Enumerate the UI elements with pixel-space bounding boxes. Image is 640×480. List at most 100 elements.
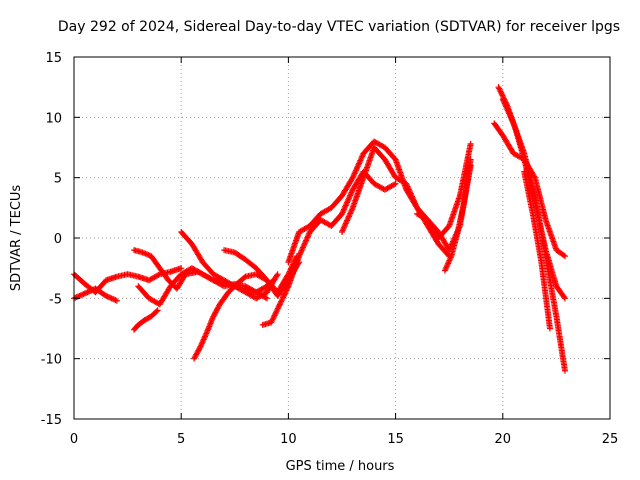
data-point xyxy=(271,312,278,319)
data-point xyxy=(272,309,279,316)
data-point xyxy=(497,88,504,95)
data-point xyxy=(270,315,277,322)
x-axis-label: GPS time / hours xyxy=(286,459,395,474)
data-point xyxy=(113,297,120,304)
data-point xyxy=(269,316,276,323)
data-point xyxy=(105,294,112,301)
data-point xyxy=(496,86,503,93)
data-point xyxy=(73,294,80,301)
y-tick-label: 15 xyxy=(45,51,62,66)
data-point xyxy=(155,271,162,278)
data-point xyxy=(391,181,398,188)
data-point xyxy=(498,89,505,96)
data-point xyxy=(196,344,203,351)
data-point xyxy=(273,308,280,315)
data-point xyxy=(109,295,116,302)
data-point xyxy=(282,290,289,297)
data-point xyxy=(560,252,567,259)
y-tick-label: -10 xyxy=(41,353,62,368)
data-point xyxy=(107,294,114,301)
data-point xyxy=(268,318,275,325)
y-tick-labels: -15 -10 -5 0 5 10 15 xyxy=(41,51,62,428)
data-point xyxy=(280,293,287,300)
data-point xyxy=(496,85,503,92)
data-point xyxy=(277,299,284,306)
data-point xyxy=(103,292,110,299)
y-tick-label: 0 xyxy=(54,232,62,247)
series-track-13 xyxy=(441,156,474,274)
data-point xyxy=(87,288,94,295)
data-point xyxy=(268,319,275,326)
x-tick-label: 15 xyxy=(387,432,404,447)
y-axis-label: SDTVAR / TECUs xyxy=(9,185,24,292)
data-point xyxy=(274,271,281,278)
series-track-3 xyxy=(131,247,277,296)
data-point xyxy=(112,297,119,304)
series-track-9 xyxy=(259,168,399,328)
data-point xyxy=(284,284,291,291)
data-point xyxy=(272,311,279,318)
data-point xyxy=(467,140,474,147)
data-marks xyxy=(71,84,568,374)
data-point xyxy=(88,287,95,294)
data-point xyxy=(275,304,282,311)
data-point xyxy=(561,253,568,260)
series-track-16 xyxy=(499,96,568,374)
data-point xyxy=(348,175,355,182)
series-track-6 xyxy=(178,228,281,302)
series-track-5 xyxy=(135,265,270,308)
tick-marks xyxy=(73,56,611,420)
data-point xyxy=(72,294,79,301)
data-point xyxy=(281,291,288,298)
grid xyxy=(74,57,610,419)
data-point xyxy=(276,301,283,308)
data-point xyxy=(273,272,280,279)
data-point xyxy=(263,295,270,302)
x-tick-label: 20 xyxy=(495,432,512,447)
data-point xyxy=(467,156,474,163)
data-point xyxy=(284,286,291,293)
data-point xyxy=(274,305,281,312)
x-tick-label: 10 xyxy=(280,432,297,447)
data-point xyxy=(561,295,568,302)
x-tick-label: 5 xyxy=(177,432,185,447)
y-tick-label: -15 xyxy=(41,413,62,428)
data-point xyxy=(79,291,86,298)
data-point xyxy=(241,274,248,281)
data-point xyxy=(154,307,161,314)
data-point xyxy=(276,302,283,309)
data-point xyxy=(561,294,568,301)
data-point xyxy=(178,265,185,272)
data-point xyxy=(85,288,92,295)
data-point xyxy=(104,293,111,300)
series-track-17 xyxy=(521,168,553,332)
data-point xyxy=(77,292,84,299)
series-track-2 xyxy=(71,285,120,304)
series-track-4 xyxy=(131,307,161,333)
data-point xyxy=(561,367,568,374)
data-point xyxy=(278,298,285,305)
data-point xyxy=(392,180,399,187)
x-tick-labels: 0 5 10 15 20 25 xyxy=(70,432,618,447)
data-point xyxy=(270,313,277,320)
data-point xyxy=(495,84,502,91)
data-point xyxy=(153,308,160,315)
data-point xyxy=(546,325,553,332)
x-tick-label: 25 xyxy=(602,432,619,447)
data-point xyxy=(81,290,88,297)
data-point xyxy=(283,287,290,294)
y-tick-label: -5 xyxy=(49,292,62,307)
data-point xyxy=(274,306,281,313)
data-point xyxy=(279,295,286,302)
chart-title: Day 292 of 2024, Sidereal Day-to-day VTE… xyxy=(58,19,620,35)
data-point xyxy=(278,297,285,304)
data-point xyxy=(498,91,505,98)
y-tick-label: 10 xyxy=(45,111,62,126)
data-point xyxy=(83,289,90,296)
data-point xyxy=(111,296,118,303)
x-tick-label: 0 xyxy=(70,432,78,447)
data-point xyxy=(80,291,87,298)
data-point xyxy=(282,288,289,295)
y-tick-label: 5 xyxy=(54,172,62,187)
data-point xyxy=(84,289,91,296)
